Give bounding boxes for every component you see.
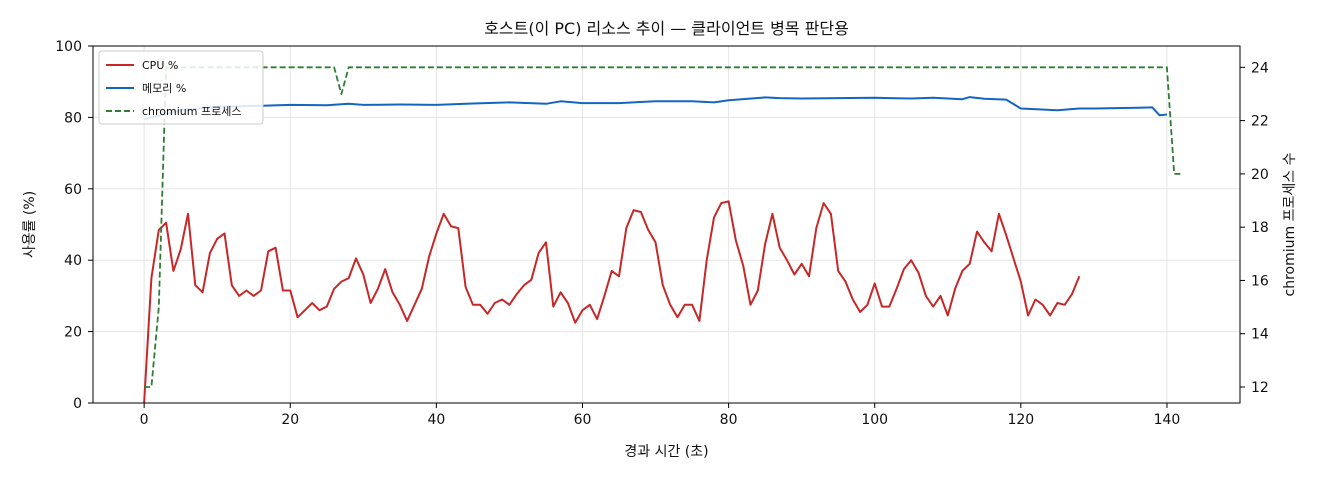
y-tick-label: 100 (55, 39, 82, 55)
y2-tick-label: 18 (1251, 220, 1269, 236)
series-line-0 (143, 200, 1081, 404)
x-tick-label: 0 (140, 412, 149, 428)
y-tick-label: 80 (64, 110, 82, 126)
y-tick-label: 0 (73, 396, 82, 412)
y-tick-label: 60 (64, 182, 82, 198)
chart-title: 호스트(이 PC) 리소스 추이 — 클라이언트 병목 판단용 (484, 19, 849, 38)
legend: CPU % 메모리 % chromium 프로세스 (98, 50, 264, 125)
x-axis-label: 경과 시간 (초) (624, 444, 708, 460)
series-layer (143, 66, 1182, 404)
x-tick-label: 40 (427, 412, 445, 428)
x-tick-label: 100 (861, 412, 888, 428)
y2-tick-label: 24 (1251, 60, 1269, 76)
x-tick-label: 60 (574, 412, 592, 428)
ticks-layer: 0 20 40 60 80 100 120 140 0 20 40 60 80 100 12 14 16 18 20… (55, 39, 1269, 428)
y2-tick-label: 16 (1251, 273, 1269, 289)
x-tick-label: 20 (281, 412, 299, 428)
x-tick-label: 120 (1007, 412, 1034, 428)
series-line-2 (144, 66, 1182, 388)
y-tick-label: 40 (64, 253, 82, 269)
legend-label-memory: 메모리 % (142, 82, 186, 95)
legend-label-cpu: CPU % (142, 59, 178, 72)
y-axis-label: 사용률 (%) (22, 191, 38, 258)
series-line-1 (143, 96, 1168, 121)
y2-axis-label: chromium 프로세스 수 (1282, 152, 1298, 296)
x-tick-label: 80 (720, 412, 738, 428)
legend-label-chromium: chromium 프로세스 (142, 105, 241, 118)
plot-frame (92, 45, 1241, 404)
x-tick-label: 140 (1154, 412, 1181, 428)
legend-box (98, 50, 264, 125)
y2-tick-label: 14 (1251, 327, 1269, 343)
y2-tick-label: 20 (1251, 167, 1269, 183)
y-tick-label: 20 (64, 325, 82, 341)
y2-tick-label: 22 (1251, 114, 1269, 130)
y2-tick-label: 12 (1251, 380, 1269, 396)
